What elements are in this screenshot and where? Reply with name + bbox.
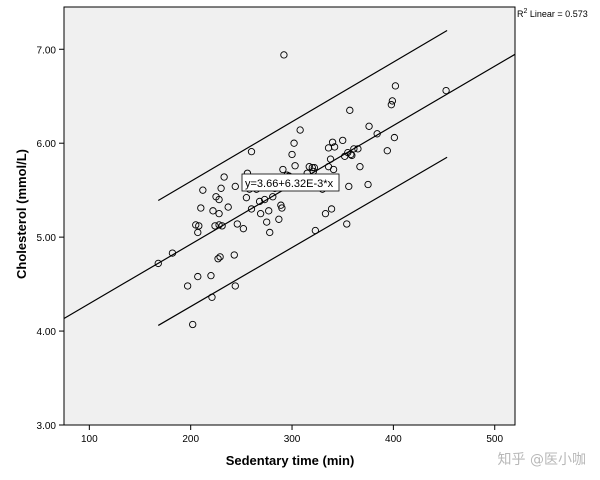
data-point — [247, 205, 256, 213]
data-point — [183, 282, 192, 290]
x-tick-label: 500 — [486, 434, 503, 445]
data-point — [310, 163, 318, 172]
data-point — [168, 249, 177, 257]
data-point — [233, 220, 241, 228]
data-point — [195, 222, 203, 230]
data-point — [242, 194, 251, 202]
data-point — [209, 207, 217, 215]
x-tick-label: 200 — [182, 434, 199, 445]
r-squared-label: R2 Linear = 0.573 — [517, 8, 588, 19]
data-point — [211, 222, 219, 230]
data-point — [280, 51, 288, 59]
data-point — [231, 282, 239, 290]
equation-label: y=3.66+6.32E-3*x — [241, 173, 340, 192]
upper-interval-line — [157, 29, 448, 202]
data-point — [442, 86, 450, 95]
y-axis-title: Cholesterol (mmol/L) — [14, 149, 29, 279]
data-point — [356, 163, 364, 171]
x-axis-title: Sedentary time (min) — [226, 453, 355, 468]
data-point — [218, 222, 226, 230]
data-point — [215, 221, 223, 229]
data-point — [339, 136, 347, 145]
equation-text: y=3.66+6.32E-3*x — [245, 178, 334, 190]
data-point — [199, 186, 207, 194]
data-point — [327, 205, 336, 213]
data-point — [350, 145, 358, 153]
lower-interval-line — [157, 156, 448, 326]
data-point — [230, 251, 238, 259]
data-point — [311, 226, 319, 235]
data-point — [263, 218, 271, 226]
y-tick-label: 3.00 — [37, 421, 57, 432]
data-point — [390, 133, 399, 142]
data-point — [329, 165, 338, 174]
data-point — [279, 165, 287, 174]
data-point — [154, 259, 162, 268]
data-point — [365, 122, 373, 130]
data-point — [224, 203, 232, 211]
data-point — [220, 173, 228, 181]
data-point — [305, 163, 313, 171]
data-point — [326, 155, 335, 163]
data-point — [216, 253, 224, 261]
data-point — [255, 197, 264, 206]
data-point — [345, 182, 353, 191]
data-point — [388, 97, 397, 105]
data-point — [207, 271, 215, 280]
watermark-text: 知乎 @医小咖 — [498, 451, 586, 468]
data-point — [330, 143, 339, 151]
data-point — [321, 210, 330, 218]
y-tick-label: 7.00 — [37, 45, 57, 56]
x-tick-label: 400 — [385, 434, 402, 445]
data-point — [231, 182, 239, 191]
data-point — [197, 204, 205, 212]
data-point — [215, 210, 223, 218]
y-tick-label: 5.00 — [37, 233, 57, 244]
y-tick-label: 4.00 — [37, 327, 57, 338]
data-point — [364, 180, 372, 189]
data-point — [217, 184, 225, 192]
data-point — [266, 228, 274, 237]
y-tick-label: 6.00 — [37, 139, 57, 150]
plot-area — [63, 6, 516, 426]
data-point — [269, 193, 277, 201]
x-tick-label: 100 — [81, 434, 98, 445]
data-point — [347, 150, 355, 159]
data-point — [373, 130, 381, 138]
data-point — [189, 320, 197, 329]
data-point — [308, 163, 316, 172]
data-point — [194, 272, 202, 281]
data-point — [290, 139, 298, 147]
data-point — [296, 126, 304, 134]
data-point — [215, 195, 223, 204]
data-point — [328, 138, 337, 146]
data-point — [387, 101, 396, 109]
data-point — [343, 220, 351, 228]
data-point — [383, 147, 391, 155]
data-point — [354, 145, 362, 153]
data-point — [275, 215, 283, 223]
data-point — [208, 293, 216, 301]
data-point — [247, 148, 256, 156]
data-point — [214, 255, 222, 263]
data-point — [239, 225, 248, 233]
data-point — [348, 151, 356, 160]
data-point — [265, 207, 273, 215]
data-point — [261, 195, 269, 204]
data-point — [391, 82, 400, 90]
data-point — [278, 204, 286, 212]
data-point — [256, 210, 265, 218]
data-point — [346, 106, 354, 114]
data-point — [291, 162, 299, 170]
data-point — [192, 221, 200, 229]
x-tick-label: 300 — [284, 434, 301, 445]
data-point — [288, 150, 296, 159]
